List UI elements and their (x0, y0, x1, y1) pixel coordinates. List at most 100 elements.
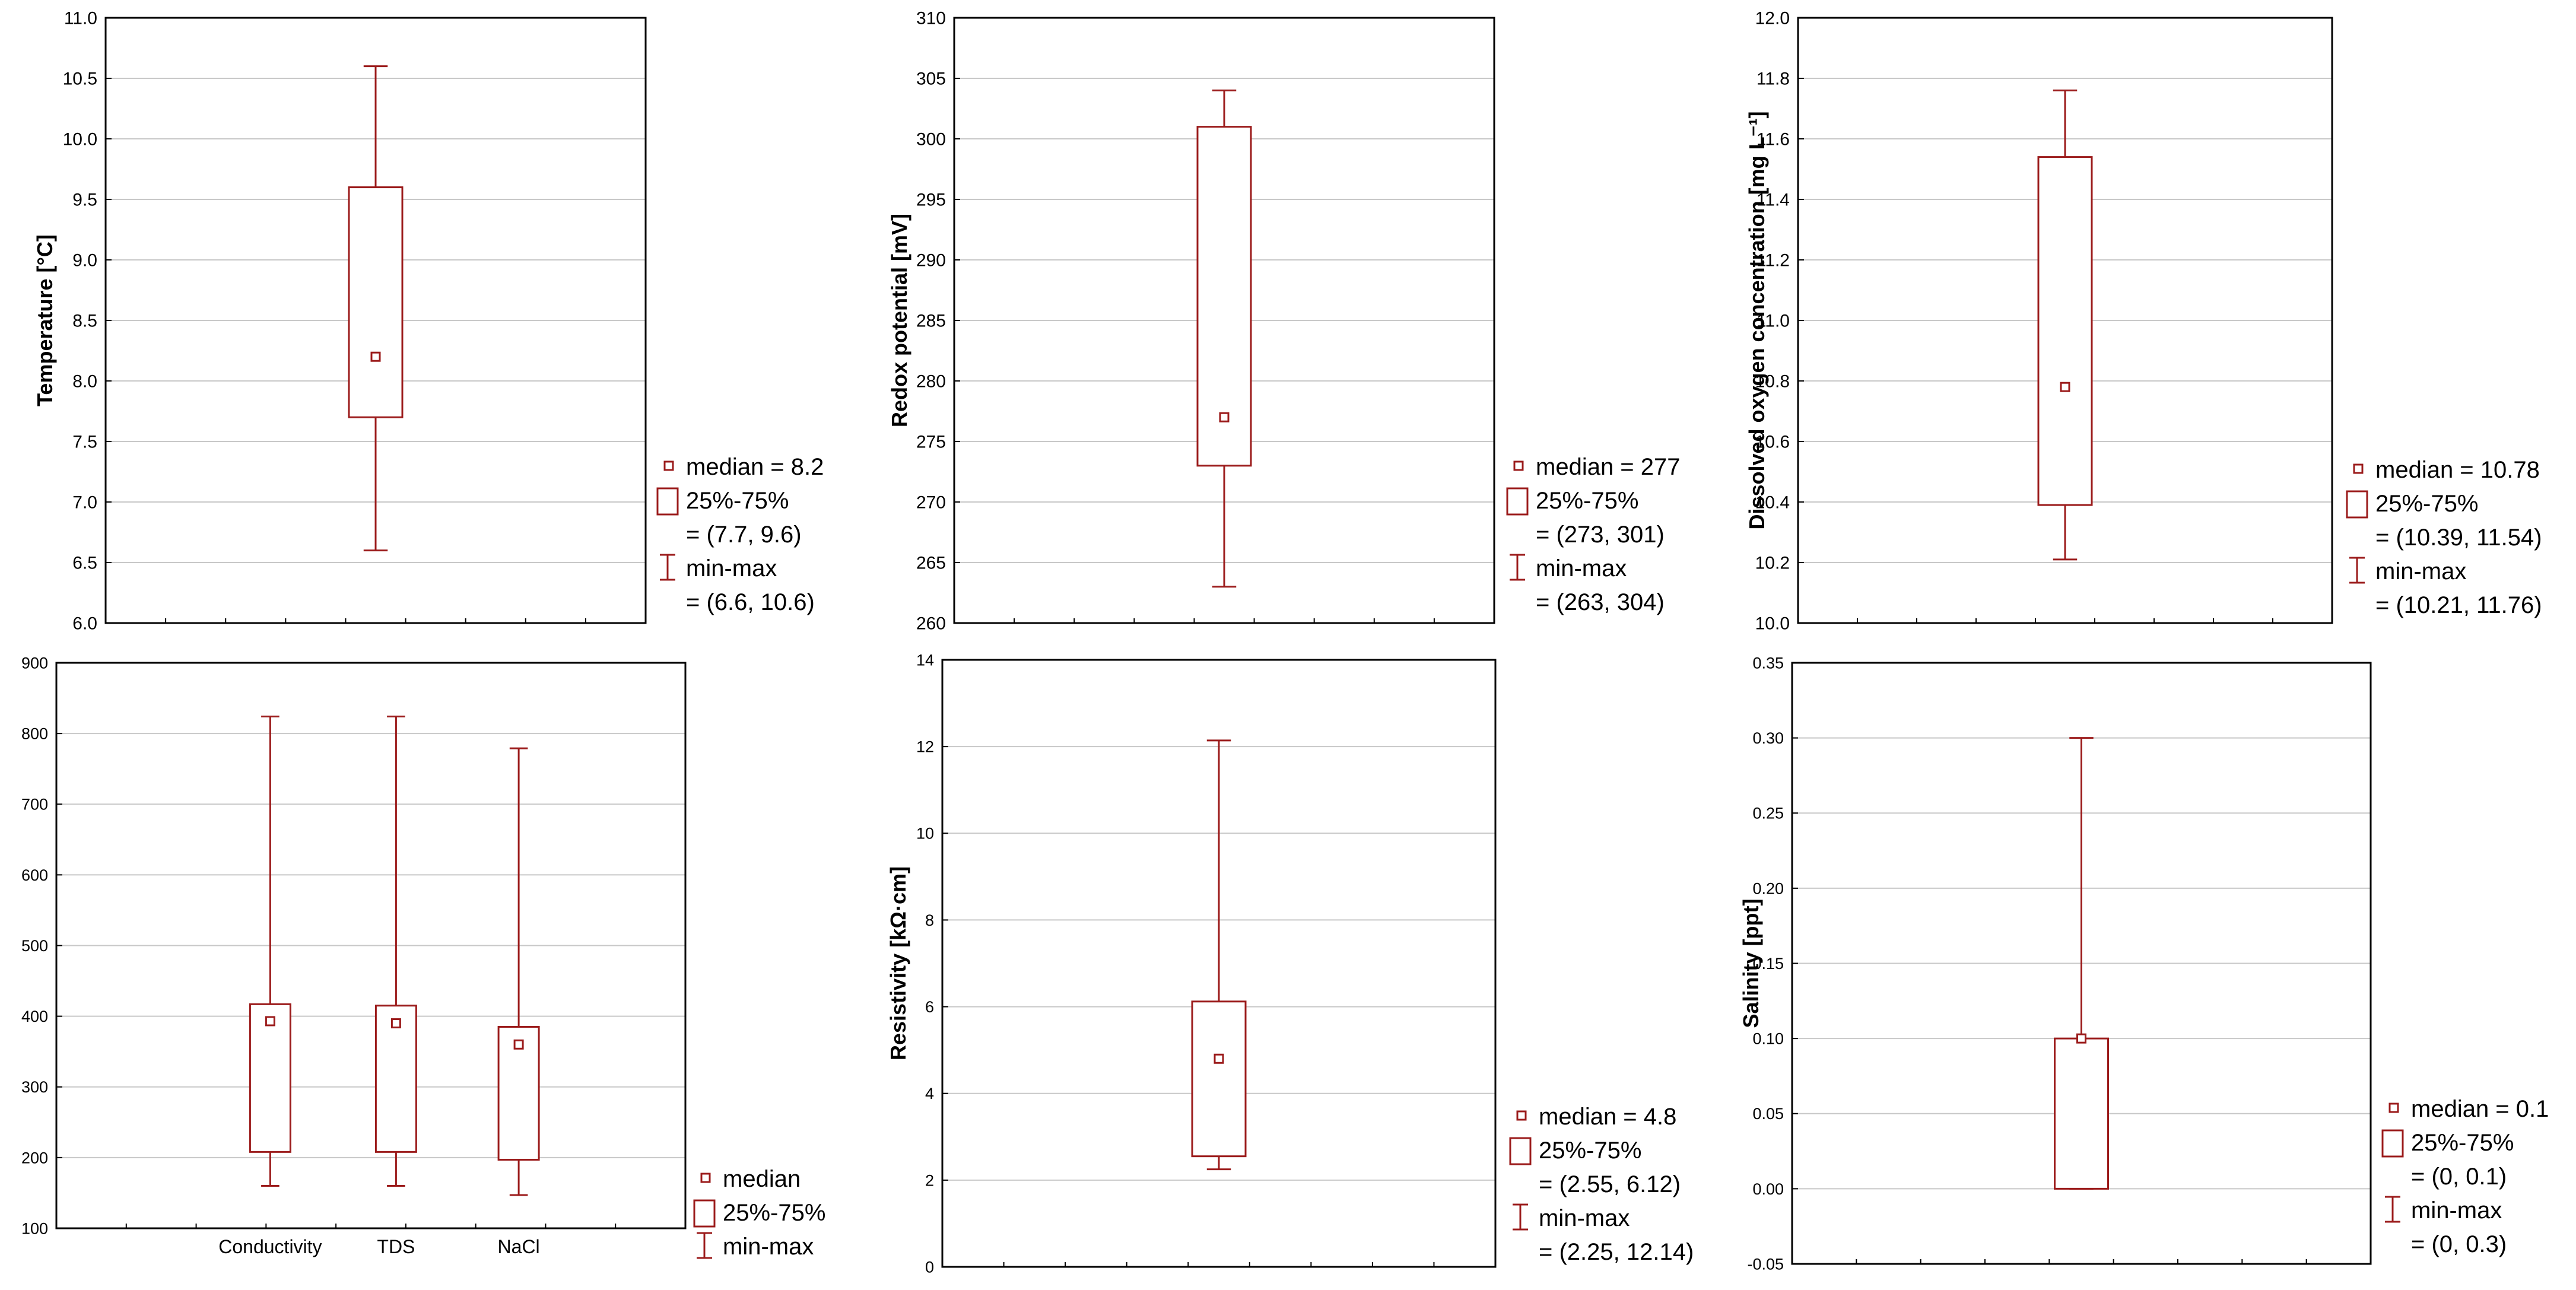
y-tick-label: 8 (925, 911, 934, 929)
iqr-box (374, 1005, 417, 1153)
y-axis-label: Resistivity [kΩ·cm] (886, 866, 910, 1060)
y-tick-label: 2 (925, 1171, 934, 1189)
legend-median-marker (2353, 463, 2364, 474)
y-tick-label: 9.0 (72, 251, 97, 271)
iqr-box (2054, 1037, 2109, 1190)
legend-median-marker (663, 460, 674, 471)
median-marker (2076, 1033, 2086, 1044)
legend-median-label: median = 277 (1536, 454, 1681, 480)
chart-panel-salinity: -0.05 0.00 0.05 0.10 0.15 0.20 0.25 0.30 0.35 Sal… (1739, 654, 2549, 1273)
box-nacl (497, 747, 540, 1196)
legend-whisker-label: min-max (2375, 558, 2466, 584)
legend-median-label: median (723, 1166, 801, 1192)
y-tick-label: 11.4 (1756, 190, 1790, 210)
y-tick-label: 10.6 (1755, 433, 1790, 452)
y-tick-label: 11.8 (1756, 69, 1790, 89)
y-tick-label: 0.30 (1752, 729, 1784, 747)
legend-box-range: = (10.39, 11.54) (2375, 525, 2542, 551)
legend: median = 0.1 25%-75% = (0, 0.1) min-max = (0… (2381, 1096, 2549, 1257)
legend-box-range: = (273, 301) (1536, 522, 1665, 548)
iqr-box (1191, 1000, 1247, 1158)
y-tick-label: 0.20 (1752, 879, 1784, 897)
legend-box-label: 25%-75% (2411, 1130, 2514, 1156)
legend-box-marker (656, 487, 679, 516)
y-tick-label: -0.05 (1747, 1255, 1784, 1273)
plot-frame (104, 17, 647, 624)
legend-whisker-range: = (10.21, 11.76) (2375, 592, 2542, 618)
y-tick-label: 900 (21, 654, 48, 672)
legend: median 25%-75% min-max (693, 1166, 825, 1260)
legend: median = 4.8 25%-75% = (2.55, 6.12) min-max… (1509, 1104, 1694, 1265)
legend-median-label: median = 8.2 (686, 454, 824, 480)
iqr-box (348, 186, 404, 418)
box-redox (1196, 89, 1252, 588)
y-tick-label: 8.5 (72, 312, 97, 331)
y-tick-label: 10.0 (63, 130, 97, 150)
box-oxygen (2037, 89, 2093, 561)
y-tick-label: 295 (916, 190, 946, 210)
y-tick-label: 10.4 (1755, 493, 1790, 513)
y-tick-label: 10.8 (1755, 372, 1790, 392)
y-tick-label: 400 (21, 1008, 48, 1025)
legend-box-range: = (7.7, 9.6) (686, 522, 802, 548)
y-tick-label: 12 (916, 738, 934, 756)
legend-median-marker (1516, 1110, 1527, 1121)
median-marker (2060, 382, 2070, 392)
y-tick-label: 290 (916, 251, 946, 271)
legend-whisker-range: = (0, 0.3) (2411, 1231, 2507, 1257)
y-tick-label: 305 (916, 69, 946, 89)
y-tick-label: 6.0 (72, 614, 97, 634)
legend-median-label: median = 4.8 (1539, 1104, 1676, 1130)
chart-panel-oxygen: 10.0 10.2 10.4 10.6 10.8 11.0 11.2 11.4 11.6 11.8… (1745, 9, 2542, 634)
x-tick-label: Conductivity (218, 1236, 322, 1257)
y-tick-label: 0 (925, 1258, 934, 1276)
box-salinity (2054, 737, 2109, 1190)
y-tick-label: 10.2 (1755, 554, 1790, 573)
y-tick-label: 12.0 (1755, 9, 1790, 28)
plot-frame (1791, 662, 2372, 1265)
legend-box-label: 25%-75% (2375, 491, 2478, 517)
y-tick-label: 11.6 (1756, 130, 1790, 150)
legend-box-marker (2346, 490, 2368, 519)
box-conductivity (249, 716, 291, 1187)
chart-panel-redox: 260 265 270 275 280 285 290 295 300 305 310 Redox p… (887, 9, 1681, 634)
legend-box-marker (2381, 1129, 2404, 1158)
box-resistivity (1191, 739, 1247, 1171)
legend-box-label: 25%-75% (686, 488, 789, 514)
chart-panel-resistivity: 0 2 4 6 8 10 12 14 Resistivity [kΩ·cm] median = 4… (886, 651, 1694, 1276)
plot-frame (941, 659, 1497, 1268)
y-tick-label: 14 (916, 651, 934, 669)
legend-whisker-label: min-max (723, 1234, 814, 1260)
iqr-box (1196, 126, 1252, 467)
iqr-box (2037, 156, 2093, 506)
plot-frame (953, 17, 1495, 624)
median-marker (1219, 412, 1230, 422)
legend-whisker-label: min-max (2411, 1197, 2502, 1224)
legend-box-marker (1509, 1137, 1532, 1165)
legend-median-marker (1513, 460, 1524, 471)
chart-panel-temperature: 6.0 6.5 7.0 7.5 8.0 8.5 9.0 9.5 10.0 10.5 11.0 Temp… (33, 9, 824, 634)
legend-box-label: 25%-75% (723, 1200, 825, 1226)
chart-panel-conductivity: 100 200 300 400 500 600 700 800 900 Conductivity T… (21, 654, 826, 1260)
y-tick-label: 7.0 (72, 493, 97, 513)
y-tick-label: 700 (21, 796, 48, 814)
box-temperature (348, 65, 404, 552)
legend-box-marker (693, 1199, 716, 1228)
y-tick-label: 6 (925, 998, 934, 1016)
y-tick-label: 6.5 (72, 554, 97, 573)
y-tick-label: 9.5 (72, 190, 97, 210)
median-marker (1214, 1053, 1224, 1064)
y-tick-label: 300 (21, 1078, 48, 1096)
y-tick-label: 0.00 (1752, 1180, 1784, 1198)
y-axis-label: Temperature [°C] (33, 234, 57, 406)
y-tick-label: 200 (21, 1149, 48, 1167)
y-tick-label: 500 (21, 937, 48, 955)
box-tds (374, 716, 417, 1187)
y-tick-label: 600 (21, 866, 48, 884)
y-axis-label: Dissolved oxygen concentration [mg L⁻¹] (1745, 111, 1769, 529)
iqr-box (249, 1003, 291, 1153)
y-tick-label: 280 (916, 372, 946, 392)
y-tick-label: 10.0 (1755, 614, 1790, 634)
y-tick-label: 800 (21, 725, 48, 743)
